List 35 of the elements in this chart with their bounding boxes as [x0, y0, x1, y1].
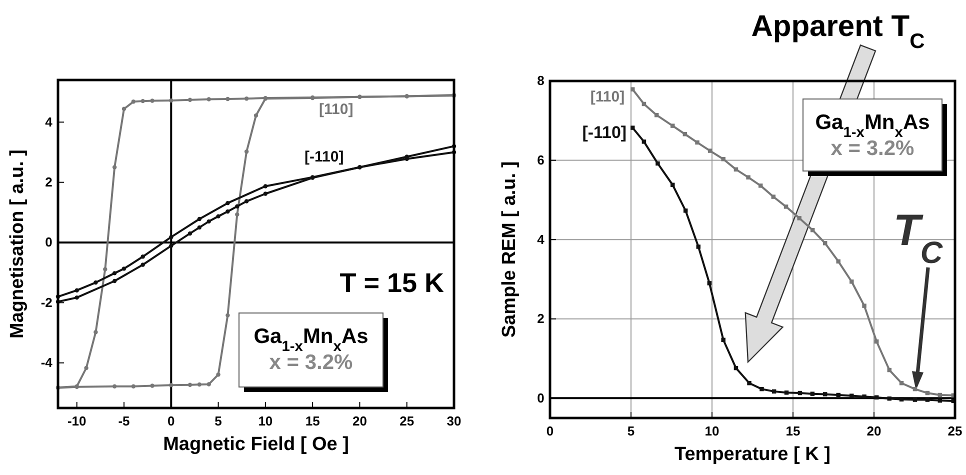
y-axis-title: Magnetisation [ a.u. ] [7, 150, 28, 338]
x-tick-label: 10 [258, 413, 273, 428]
y-tick-label: -2 [40, 294, 52, 310]
y-tick-label: 8 [537, 73, 544, 88]
x-tick-label: 5 [627, 423, 635, 438]
x-tick-label: 20 [352, 413, 367, 428]
x-tick-label: -10 [67, 413, 86, 428]
y-tick-label: 0 [537, 390, 544, 406]
x-tick-label: -5 [118, 413, 130, 428]
text: Apparent T$_{C}$ [751, 10, 925, 52]
x-axis-title: Temperature [ K ] [674, 444, 830, 465]
x-axis-title: Magnetic Field [ Oe ] [163, 434, 349, 455]
annotation: [-110] [582, 122, 627, 142]
x-tick-label: 15 [305, 413, 320, 428]
x-tick-label: 0 [168, 413, 175, 428]
x-tick-label: 15 [786, 423, 800, 438]
y-tick-label: 4 [45, 114, 54, 130]
x-tick-label: 30 [446, 413, 462, 428]
y-tick-label: -4 [40, 355, 54, 370]
annotation: T$_{C}$ [893, 206, 944, 270]
annotation: [-110] [304, 148, 344, 166]
y-tick-label: 2 [537, 311, 544, 326]
y-tick-label: 2 [45, 174, 52, 190]
y-tick-label: 6 [537, 152, 544, 168]
annotation: T = 15 K [340, 268, 444, 298]
x-tick-label: 5 [214, 413, 222, 428]
x-tick-label: 25 [948, 423, 962, 438]
annotation: [110] [319, 101, 354, 118]
x-tick-label: 25 [400, 413, 414, 428]
x-tick-label: 10 [704, 423, 720, 438]
y-tick-label: 4 [537, 232, 546, 247]
y-axis-title: Sample REM [ a.u. ] [499, 161, 520, 338]
x-tick-label: 20 [866, 423, 882, 438]
annotation: [110] [590, 88, 625, 106]
y-tick-label: 0 [45, 234, 52, 250]
